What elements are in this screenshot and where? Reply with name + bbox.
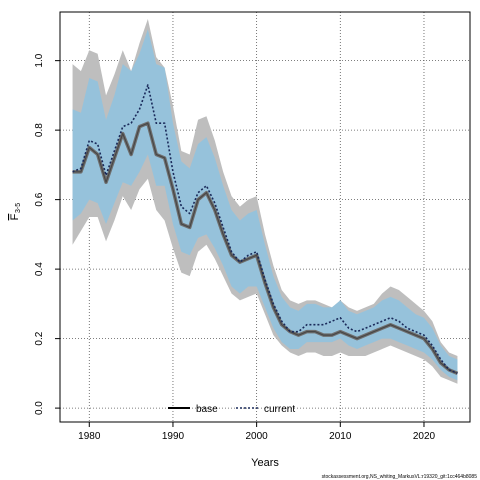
footer-credit: stockassessment.org,NS_whiting_MarkusVL:… <box>322 474 478 480</box>
confidence-bands <box>72 18 458 384</box>
plot-frame <box>59 11 471 423</box>
confidence-band-current <box>72 29 458 381</box>
y-axis: 0.0 0.2 0.4 0.6 0.8 1.0 <box>34 53 60 415</box>
x-tick-label: 1980 <box>78 431 101 442</box>
x-tick-label: 2020 <box>413 431 436 442</box>
x-tick-label: 1990 <box>162 431 185 442</box>
x-tick-label: 2000 <box>246 431 269 442</box>
y-tick-label: 0.2 <box>34 331 45 345</box>
y-tick-label: 1.0 <box>34 53 45 67</box>
y-tick-label: 0.4 <box>34 262 45 276</box>
series-line-current <box>72 84 458 375</box>
y-tick-label: 0.0 <box>34 401 45 415</box>
series-line-base <box>72 122 458 374</box>
x-axis: 1980 1990 2000 2010 2020 <box>78 422 436 442</box>
series-lines <box>72 84 459 375</box>
y-axis-title-main: F <box>9 213 21 220</box>
series-line-base-halo <box>72 121 459 375</box>
y-axis-title: F 3-5 <box>9 203 22 221</box>
x-tick-label: 2010 <box>329 431 352 442</box>
legend: base current <box>168 404 295 415</box>
legend-label-base: base <box>196 404 218 415</box>
x-axis-title: Years <box>251 457 279 469</box>
y-axis-title-subscript: 3-5 <box>15 203 22 213</box>
y-tick-label: 0.8 <box>34 123 45 137</box>
y-tick-label: 0.6 <box>34 192 45 206</box>
legend-label-current: current <box>264 404 295 415</box>
